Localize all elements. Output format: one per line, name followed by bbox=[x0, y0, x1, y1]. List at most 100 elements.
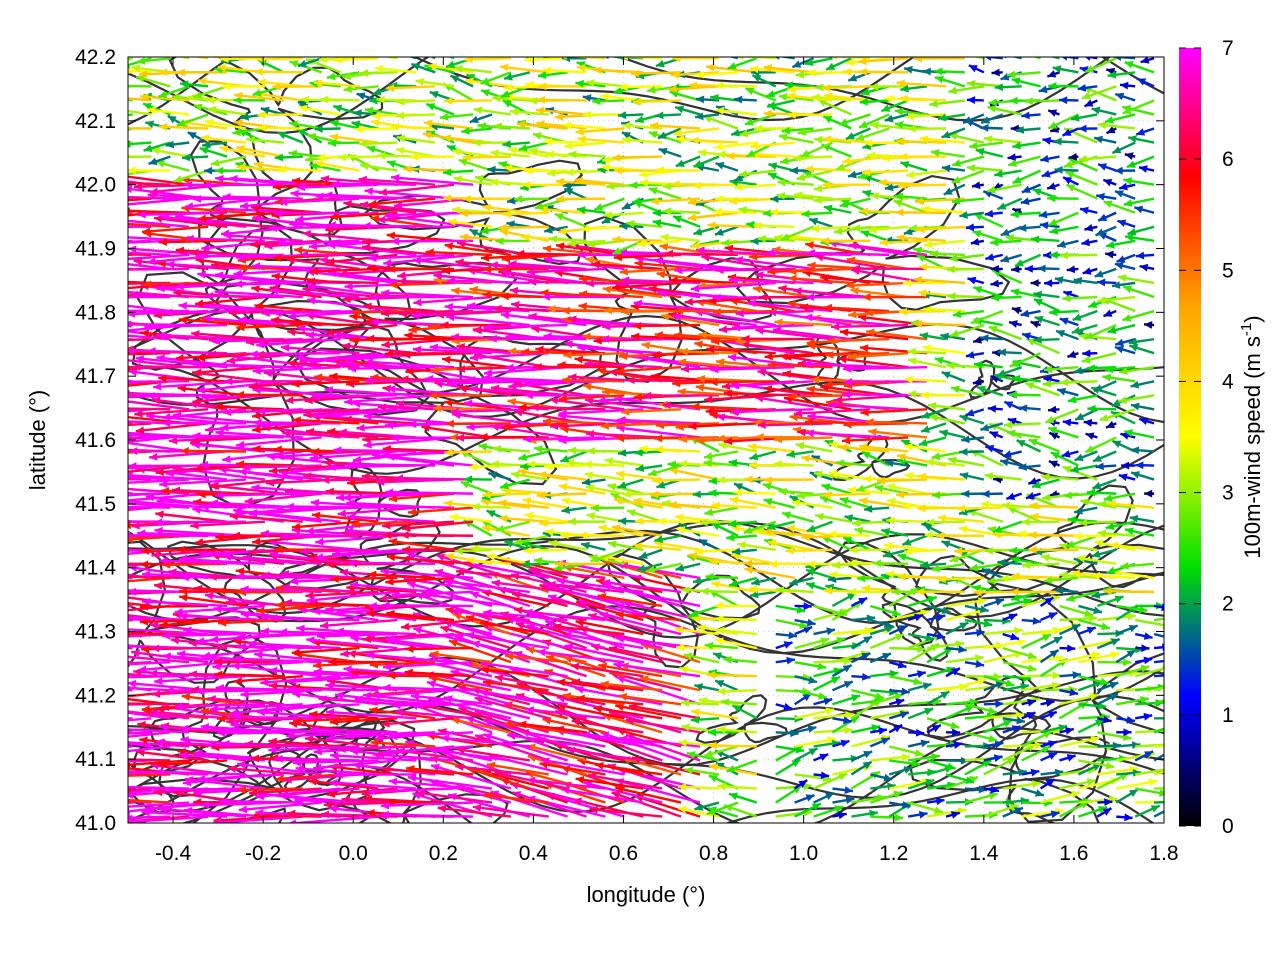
wind-vector-head bbox=[483, 609, 492, 617]
wind-vector bbox=[504, 654, 568, 664]
wind-vector bbox=[128, 267, 190, 271]
wind-vector-head bbox=[406, 765, 415, 773]
wind-vector-head bbox=[994, 740, 1004, 749]
wind-vector-head bbox=[1143, 632, 1153, 640]
wind-vector-head bbox=[829, 570, 838, 579]
wind-vector-head bbox=[1027, 651, 1037, 660]
wind-vector bbox=[330, 754, 417, 762]
wind-vector-head bbox=[704, 749, 714, 758]
wind-vector-head bbox=[705, 572, 714, 581]
wind-vector-head bbox=[566, 746, 576, 755]
wind-vector-head bbox=[101, 351, 109, 359]
wind-vector-head bbox=[823, 697, 833, 706]
wind-vector-head bbox=[1050, 810, 1060, 819]
wind-vector bbox=[128, 798, 171, 804]
wind-vector bbox=[369, 660, 436, 667]
wind-vector bbox=[525, 707, 606, 720]
wind-vector bbox=[618, 694, 682, 706]
wind-vector bbox=[128, 702, 190, 706]
wind-vector-head bbox=[483, 718, 493, 726]
wind-vector-head bbox=[149, 708, 158, 717]
wind-vector-head bbox=[43, 524, 51, 532]
wind-vector-head bbox=[661, 499, 671, 508]
wind-vector bbox=[387, 674, 455, 678]
wind-vector bbox=[219, 799, 303, 804]
wind-vector bbox=[384, 490, 474, 495]
wind-vector-head bbox=[162, 560, 171, 569]
wind-vector-head bbox=[959, 622, 969, 630]
wind-vector-head bbox=[346, 513, 356, 521]
wind-vector-head bbox=[289, 819, 297, 823]
wind-vector bbox=[254, 652, 341, 664]
wind-vector-head bbox=[513, 537, 523, 546]
wind-vector-head bbox=[936, 613, 946, 622]
wind-vector-head bbox=[217, 729, 226, 737]
wind-vector bbox=[626, 378, 701, 383]
wind-vector bbox=[128, 464, 133, 468]
wind-vector-head bbox=[81, 266, 89, 274]
wind-vector-head bbox=[1067, 644, 1076, 653]
wind-vector-head bbox=[858, 597, 868, 606]
wind-vector-head bbox=[47, 695, 55, 703]
wind-vector-head bbox=[913, 677, 922, 686]
wind-vector-head bbox=[471, 544, 480, 553]
wind-vector-head bbox=[1034, 741, 1044, 750]
wind-vector-head bbox=[688, 552, 698, 560]
wind-vector-head bbox=[180, 736, 189, 744]
wind-vector bbox=[709, 380, 776, 384]
wind-vector bbox=[843, 380, 928, 384]
wind-vector bbox=[128, 407, 171, 411]
wind-vector-head bbox=[863, 636, 873, 644]
wind-vector bbox=[247, 642, 341, 650]
wind-vector-head bbox=[366, 609, 375, 618]
wind-vector bbox=[547, 582, 625, 594]
wind-vector-head bbox=[545, 619, 555, 628]
wind-vector-head bbox=[1006, 758, 1016, 766]
wind-vector bbox=[707, 673, 757, 678]
wind-vector-head bbox=[1086, 626, 1096, 635]
wind-vector-head bbox=[214, 670, 223, 679]
wind-vector-head bbox=[914, 613, 924, 622]
wind-vector bbox=[583, 781, 663, 804]
wind-vector-head bbox=[268, 682, 278, 690]
wind-vector-head bbox=[1027, 664, 1037, 672]
wind-vector-head bbox=[233, 654, 242, 663]
wind-vector-head bbox=[993, 525, 1003, 533]
wind-vector bbox=[128, 660, 133, 664]
wind-vector-head bbox=[344, 527, 354, 535]
wind-vector-head bbox=[310, 725, 319, 734]
wind-vector-head bbox=[369, 706, 378, 715]
wind-vector bbox=[128, 632, 190, 636]
wind-vector-head bbox=[716, 626, 725, 635]
wind-vector-head bbox=[709, 557, 718, 566]
wind-vector bbox=[176, 652, 266, 664]
wind-vector bbox=[128, 421, 133, 425]
wind-vector-head bbox=[589, 805, 598, 814]
wind-vector-head bbox=[280, 790, 289, 799]
wind-vector bbox=[507, 733, 587, 748]
wind-vector-head bbox=[76, 666, 84, 674]
wind-vector-head bbox=[156, 497, 165, 506]
wind-vector-head bbox=[83, 215, 91, 223]
wind-vector-head bbox=[128, 531, 131, 540]
wind-vector-head bbox=[281, 583, 290, 592]
wind-vector-head bbox=[385, 634, 395, 643]
wind-vector bbox=[305, 590, 379, 598]
wind-vector bbox=[137, 531, 228, 537]
wind-vector-head bbox=[287, 809, 296, 818]
wind-vector-head bbox=[195, 687, 204, 696]
wind-vector bbox=[128, 731, 171, 738]
wind-vector-head bbox=[897, 572, 906, 581]
wind-vector-head bbox=[71, 732, 79, 740]
wind-vector-head bbox=[53, 217, 61, 225]
wind-vector bbox=[212, 660, 303, 669]
wind-vector bbox=[388, 539, 455, 551]
wind-vector-head bbox=[763, 497, 773, 506]
wind-vector-head bbox=[1048, 752, 1058, 760]
wind-vector-head bbox=[57, 268, 65, 276]
wind-vector-head bbox=[704, 508, 714, 517]
wind-vector-head bbox=[116, 429, 124, 437]
wind-vector-head bbox=[975, 660, 985, 668]
wind-vector bbox=[482, 770, 550, 790]
wind-vector-head bbox=[86, 534, 94, 542]
